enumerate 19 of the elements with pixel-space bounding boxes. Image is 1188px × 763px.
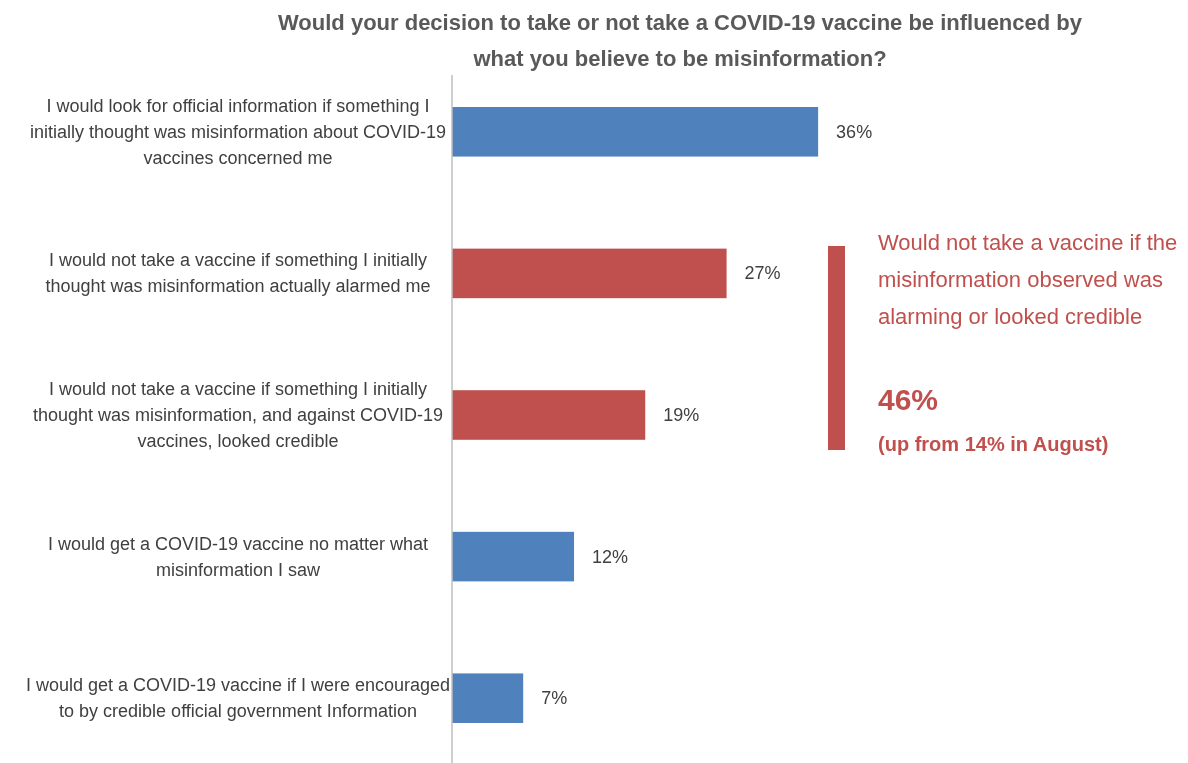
data-label: 36% (836, 121, 873, 142)
y-tick-label: I would get a COVID-19 vaccine if I were encouraged to by credible official government Information (25, 675, 451, 722)
y-tick-label: I would get a COVID-19 vaccine no matter what misinformation I saw (47, 533, 429, 580)
data-label: 19% (663, 405, 700, 425)
text: Would not take a vaccine if the misinformation observed was alarming or looked credible (878, 230, 1178, 329)
data-label: 27% (744, 263, 781, 284)
text: (up from 14% in August) (878, 433, 1109, 455)
bar (452, 390, 646, 440)
data-label: 12% (592, 546, 629, 567)
chart-title: Would your decision to take or not take a COVID-19 vaccine be influenced by what you believe to be misinformation? (278, 10, 1083, 71)
text: 46% (878, 383, 939, 416)
bar (452, 531, 575, 582)
bar (452, 107, 819, 157)
y-tick-label: I would not take a vaccine if something I initially thought was misinformation actually alarmed me (45, 250, 431, 297)
y-tick-label: I would not take a vaccine if something I initially thought was misinformation, and against COVID-19 vaccines, looked credible (32, 379, 444, 451)
bar (452, 248, 727, 299)
bar (452, 673, 524, 723)
y-tick-label: I would look for official information if something I initially thought was misinformation about COVID-19 vaccines concerned me (29, 95, 447, 168)
data-label: 7% (541, 688, 568, 709)
